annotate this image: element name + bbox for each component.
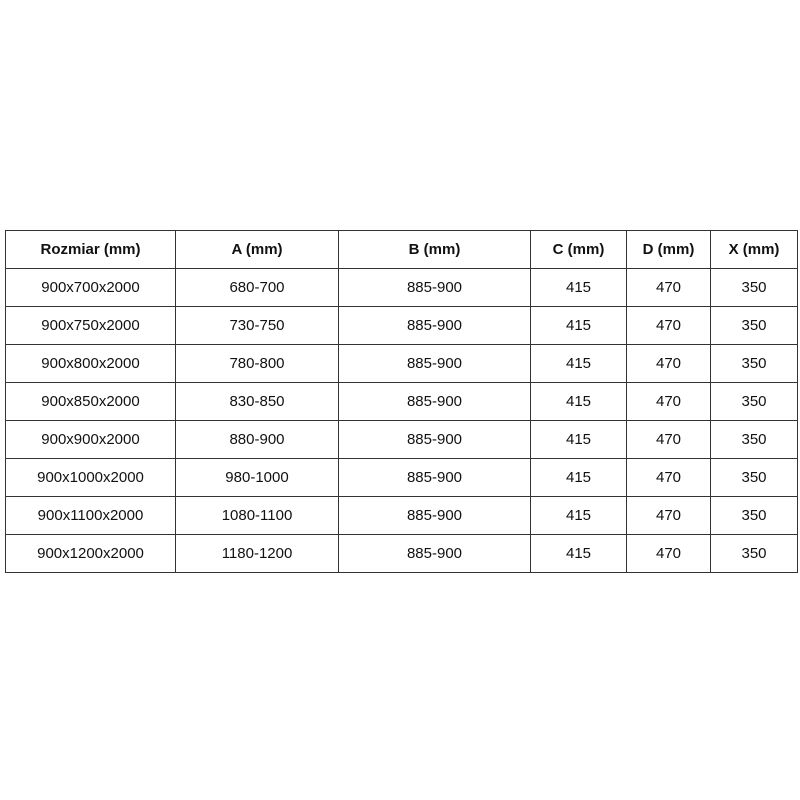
cell-size: 900x1100x2000 <box>5 496 176 535</box>
cell-b: 885-900 <box>338 534 531 573</box>
cell-size: 900x700x2000 <box>5 268 176 307</box>
cell-c: 415 <box>530 458 627 497</box>
cell-d: 470 <box>626 458 711 497</box>
cell-x: 350 <box>710 458 798 497</box>
table-row: 900x750x2000 730-750 885-900 415 470 350 <box>5 306 798 345</box>
cell-b: 885-900 <box>338 420 531 459</box>
cell-x: 350 <box>710 382 798 421</box>
table-row: 900x850x2000 830-850 885-900 415 470 350 <box>5 382 798 421</box>
cell-c: 415 <box>530 344 627 383</box>
cell-size: 900x750x2000 <box>5 306 176 345</box>
cell-x: 350 <box>710 420 798 459</box>
cell-x: 350 <box>710 268 798 307</box>
cell-a: 830-850 <box>175 382 339 421</box>
cell-c: 415 <box>530 268 627 307</box>
cell-a: 1180-1200 <box>175 534 339 573</box>
table-row: 900x1100x2000 1080-1100 885-900 415 470 350 <box>5 496 798 535</box>
cell-c: 415 <box>530 534 627 573</box>
cell-c: 415 <box>530 382 627 421</box>
cell-d: 470 <box>626 344 711 383</box>
cell-size: 900x850x2000 <box>5 382 176 421</box>
cell-d: 470 <box>626 268 711 307</box>
cell-size: 900x1200x2000 <box>5 534 176 573</box>
table-row: 900x1200x2000 1180-1200 885-900 415 470 350 <box>5 534 798 573</box>
cell-d: 470 <box>626 420 711 459</box>
cell-a: 730-750 <box>175 306 339 345</box>
header-b: B (mm) <box>338 230 531 269</box>
cell-c: 415 <box>530 420 627 459</box>
dimensions-table: Rozmiar (mm) A (mm) B (mm) C (mm) D (mm)… <box>5 230 798 573</box>
table-row: 900x800x2000 780-800 885-900 415 470 350 <box>5 344 798 383</box>
table-row: 900x700x2000 680-700 885-900 415 470 350 <box>5 268 798 307</box>
header-d: D (mm) <box>626 230 711 269</box>
header-size: Rozmiar (mm) <box>5 230 176 269</box>
header-c: C (mm) <box>530 230 627 269</box>
cell-x: 350 <box>710 306 798 345</box>
header-x: X (mm) <box>710 230 798 269</box>
table-row: 900x900x2000 880-900 885-900 415 470 350 <box>5 420 798 459</box>
cell-x: 350 <box>710 534 798 573</box>
cell-a: 780-800 <box>175 344 339 383</box>
cell-size: 900x800x2000 <box>5 344 176 383</box>
cell-size: 900x1000x2000 <box>5 458 176 497</box>
cell-d: 470 <box>626 496 711 535</box>
cell-b: 885-900 <box>338 344 531 383</box>
cell-b: 885-900 <box>338 268 531 307</box>
cell-a: 1080-1100 <box>175 496 339 535</box>
header-a: A (mm) <box>175 230 339 269</box>
cell-b: 885-900 <box>338 496 531 535</box>
cell-a: 880-900 <box>175 420 339 459</box>
cell-c: 415 <box>530 496 627 535</box>
cell-size: 900x900x2000 <box>5 420 176 459</box>
cell-d: 470 <box>626 382 711 421</box>
cell-a: 980-1000 <box>175 458 339 497</box>
cell-b: 885-900 <box>338 458 531 497</box>
table-row: 900x1000x2000 980-1000 885-900 415 470 350 <box>5 458 798 497</box>
cell-x: 350 <box>710 496 798 535</box>
cell-b: 885-900 <box>338 306 531 345</box>
cell-x: 350 <box>710 344 798 383</box>
cell-d: 470 <box>626 306 711 345</box>
header-row: Rozmiar (mm) A (mm) B (mm) C (mm) D (mm)… <box>5 230 798 269</box>
cell-c: 415 <box>530 306 627 345</box>
cell-a: 680-700 <box>175 268 339 307</box>
cell-b: 885-900 <box>338 382 531 421</box>
cell-d: 470 <box>626 534 711 573</box>
